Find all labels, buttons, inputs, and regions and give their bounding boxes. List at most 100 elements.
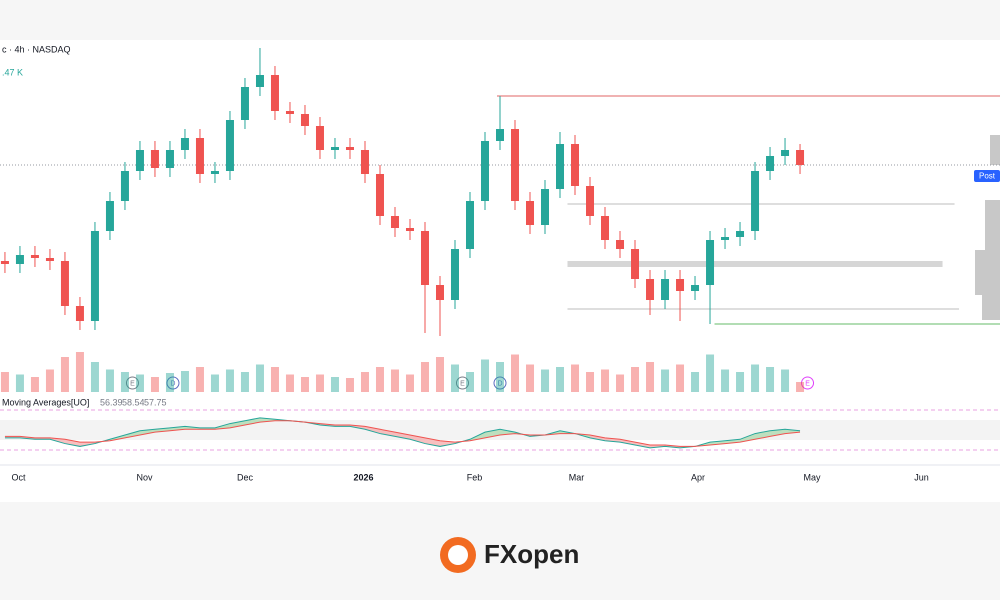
candle-body xyxy=(390,216,399,228)
volume-bar xyxy=(225,369,234,392)
volume-bar xyxy=(75,352,84,392)
candle-body xyxy=(150,150,159,168)
candle-body xyxy=(796,150,805,165)
volume-bar xyxy=(45,369,54,392)
volume-bar xyxy=(435,357,444,392)
volume-bar xyxy=(736,372,745,392)
ma-fill xyxy=(770,429,786,437)
volume-bar xyxy=(646,362,655,392)
event-label: E xyxy=(130,380,135,387)
volume-bar xyxy=(420,362,429,392)
volume-bar xyxy=(255,364,264,392)
candle-body xyxy=(511,129,520,201)
volume-bar xyxy=(285,374,294,392)
candle-body xyxy=(360,150,369,174)
volume-bar xyxy=(796,382,805,392)
volume-bar xyxy=(450,364,459,392)
event-marker xyxy=(455,376,469,390)
ma-fill xyxy=(364,426,380,434)
volume-bar xyxy=(0,372,9,392)
logo: FXopen xyxy=(440,537,579,573)
candle-body xyxy=(676,279,685,291)
candle-body xyxy=(766,156,775,171)
volume-bar xyxy=(496,362,504,392)
ma-fill xyxy=(755,430,771,440)
volume-bar xyxy=(300,377,309,392)
volume-bar xyxy=(631,367,640,392)
x-tick-label: Nov xyxy=(136,472,153,482)
volume-bar xyxy=(405,374,414,392)
candle-body xyxy=(706,240,715,285)
volume-bar xyxy=(390,369,399,392)
ma-fill xyxy=(740,433,756,443)
candle-body xyxy=(105,201,114,231)
candle-body xyxy=(240,87,249,120)
event-marker xyxy=(801,376,815,390)
candle-body xyxy=(225,120,234,171)
ma-fill xyxy=(484,429,500,438)
volume-bar xyxy=(90,362,99,392)
volume-bar xyxy=(691,372,700,392)
candle-body xyxy=(330,147,339,150)
candle-body xyxy=(571,144,580,186)
price-label-box xyxy=(974,170,1000,182)
volume-bar xyxy=(781,369,790,392)
candle-body xyxy=(661,279,670,300)
candle-body xyxy=(631,249,640,279)
candle-body xyxy=(180,138,189,150)
candle-body xyxy=(736,231,745,237)
candle-body xyxy=(285,111,294,114)
volume-bar xyxy=(240,372,249,392)
volume-bar xyxy=(511,354,520,392)
volume-bar xyxy=(661,369,670,392)
candle-body xyxy=(0,261,9,264)
x-tick-label: Oct xyxy=(11,472,26,482)
volume-bar xyxy=(120,372,129,392)
volume-bar xyxy=(135,374,144,392)
candle-body xyxy=(420,231,429,285)
ma-fill xyxy=(409,435,425,444)
candle-body xyxy=(435,285,444,300)
volume-bar xyxy=(105,369,114,392)
candle-body xyxy=(586,186,595,216)
ma-fill xyxy=(394,432,410,440)
candle-body xyxy=(45,258,54,261)
candle-body xyxy=(135,150,144,171)
candle-body xyxy=(541,189,550,225)
x-tick-label: Apr xyxy=(691,472,705,482)
indicator-title: Moving Averages[UO] xyxy=(2,397,89,407)
ma-fill xyxy=(244,417,260,425)
ma-fill xyxy=(620,439,636,445)
candle-body xyxy=(15,255,24,264)
volume-bar xyxy=(210,374,219,392)
candle-body xyxy=(556,144,565,189)
volume-bar xyxy=(330,377,339,392)
candle-body xyxy=(646,279,655,300)
volume-bar xyxy=(180,371,189,392)
logo-text: FXopen xyxy=(484,539,579,569)
event-marker xyxy=(493,376,507,390)
x-tick-label: Mar xyxy=(569,472,585,482)
candle-body xyxy=(450,249,459,300)
volume-bar xyxy=(195,367,204,392)
volume-bar xyxy=(766,367,775,392)
event-label: E xyxy=(805,380,810,387)
volume-bar xyxy=(150,377,159,392)
volume-bar xyxy=(30,377,39,392)
ma-fill xyxy=(710,440,726,445)
legend-value: 57.75 xyxy=(144,397,167,407)
legend-value: 56.39 xyxy=(100,397,123,407)
volume-bar xyxy=(360,372,369,392)
candle-body xyxy=(315,126,324,150)
volume-bar xyxy=(676,364,685,392)
x-tick-label: Feb xyxy=(467,472,483,482)
volume-bar xyxy=(586,372,595,392)
candle-body xyxy=(751,171,760,231)
ma-fill xyxy=(635,442,651,448)
volume-bar xyxy=(526,364,535,392)
candle-body xyxy=(300,114,309,126)
candle-body xyxy=(345,147,354,150)
candle-body xyxy=(270,75,279,111)
